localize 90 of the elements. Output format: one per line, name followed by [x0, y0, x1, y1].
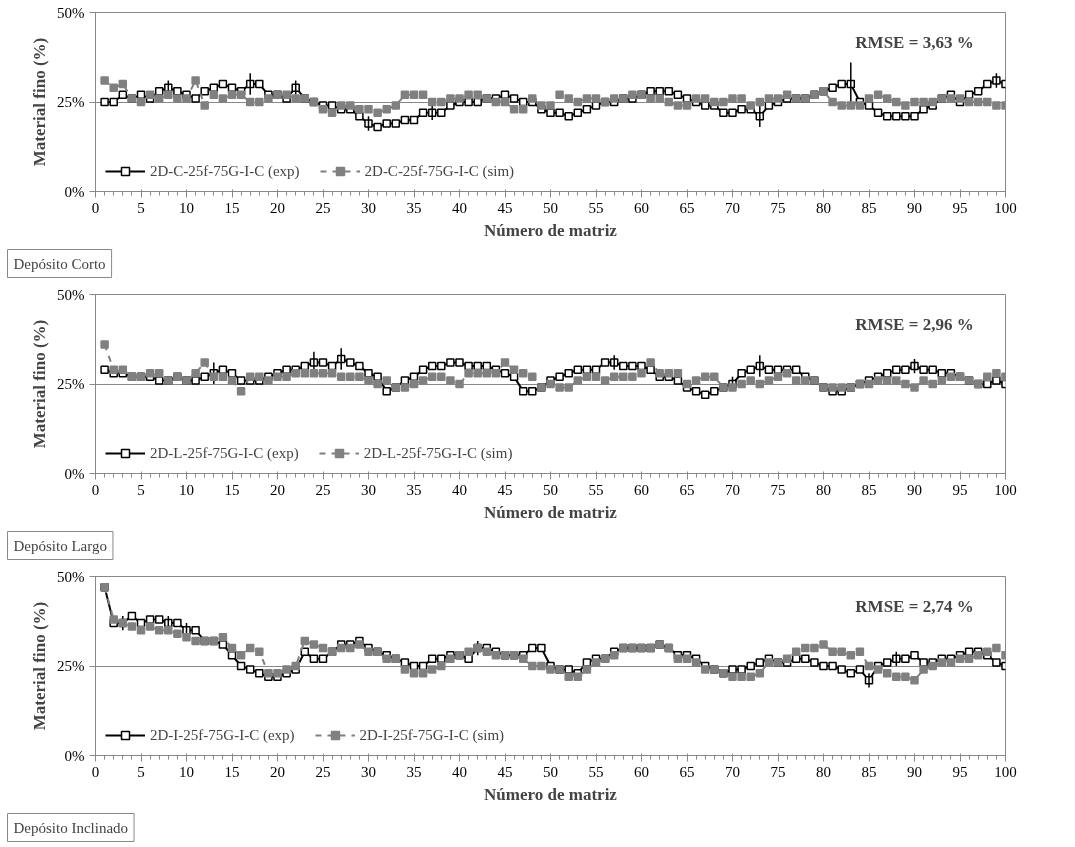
legend-label: 2D-L-25f-75G-I-C (sim) — [363, 444, 513, 462]
x-tick-label: 70 — [725, 763, 740, 780]
annotation: RMSE = 2,74 % — [855, 596, 974, 616]
x-tick-label: 30 — [361, 763, 376, 780]
x-tick-label: 40 — [452, 481, 467, 498]
x-tick-label: 55 — [588, 481, 604, 498]
x-tick-label: 50 — [543, 763, 558, 780]
x-tick-label: 90 — [907, 199, 922, 216]
x-tick-label: 35 — [406, 199, 422, 216]
x-tick-label: 5 — [137, 199, 145, 216]
x-tick-label: 30 — [361, 199, 376, 216]
text: Depósito Largo — [13, 537, 107, 554]
y-tick-label: 25% — [57, 658, 85, 674]
annotation: RMSE = 2,96 % — [855, 314, 974, 334]
x-tick-label: 80 — [816, 199, 831, 216]
x-tick-label: 65 — [679, 763, 695, 780]
x-tick-label: 95 — [952, 763, 968, 780]
x-tick-label: 15 — [224, 199, 240, 216]
x-tick-label: 55 — [588, 763, 604, 780]
x-tick-label: 85 — [861, 199, 877, 216]
legend-label: 2D-L-25f-75G-I-C (exp) — [150, 444, 299, 462]
x-tick-label: 45 — [497, 763, 513, 780]
x-tick-label: 10 — [179, 199, 194, 216]
x-tick-label: 90 — [907, 481, 922, 498]
x-tick-label: 95 — [952, 481, 968, 498]
x-tick-label: 100 — [994, 763, 1017, 780]
x-tick-label: 80 — [816, 481, 831, 498]
y-axis-title: Material fino (%) — [30, 319, 49, 449]
x-tick-label: 45 — [497, 199, 513, 216]
x-tick-label: 0 — [91, 481, 100, 498]
x-tick-label: 100 — [994, 199, 1017, 216]
x-tick-label: 50 — [543, 199, 558, 216]
x-tick-label: 75 — [770, 763, 786, 780]
x-tick-label: 80 — [816, 763, 831, 780]
annotation: RMSE = 3,63 % — [855, 32, 974, 52]
x-tick-label: 35 — [406, 481, 422, 498]
x-tick-label: 85 — [861, 763, 877, 780]
x-tick-label: 45 — [497, 481, 513, 498]
x-tick-label: 75 — [770, 199, 786, 216]
x-tick-label: 25 — [315, 199, 331, 216]
x-tick-label: 20 — [270, 481, 285, 498]
x-tick-label: 40 — [452, 199, 467, 216]
y-tick-label: 50% — [57, 568, 85, 585]
y-tick-label: 25% — [57, 376, 85, 392]
x-tick-label: 95 — [952, 199, 968, 216]
x-tick-label: 35 — [406, 763, 422, 780]
x-tick-label: 5 — [137, 763, 145, 780]
y-tick-label: 0% — [64, 747, 85, 764]
x-axis-title: Número de matriz — [484, 502, 618, 522]
x-tick-label: 70 — [725, 199, 740, 216]
x-tick-label: 100 — [994, 481, 1017, 498]
x-tick-label: 50 — [543, 481, 558, 498]
legend-label: 2D-I-25f-75G-I-C (sim) — [359, 726, 505, 744]
x-tick-label: 10 — [179, 763, 194, 780]
x-tick-label: 60 — [634, 199, 649, 216]
x-tick-label: 40 — [452, 763, 467, 780]
y-tick-label: 0% — [64, 183, 85, 200]
x-tick-label: 55 — [588, 199, 604, 216]
y-tick-label: 50% — [57, 4, 85, 21]
x-tick-label: 10 — [179, 481, 194, 498]
x-tick-label: 85 — [861, 481, 877, 498]
x-tick-label: 0 — [91, 199, 100, 216]
x-tick-label: 5 — [137, 481, 145, 498]
y-tick-label: 25% — [57, 94, 85, 110]
x-tick-label: 90 — [907, 763, 922, 780]
x-axis-title: Número de matriz — [484, 220, 618, 240]
x-tick-label: 20 — [270, 763, 285, 780]
x-tick-label: 65 — [679, 481, 695, 498]
x-tick-label: 0 — [91, 763, 100, 780]
x-tick-label: 70 — [725, 481, 740, 498]
x-tick-label: 60 — [634, 763, 649, 780]
y-tick-label: 50% — [57, 286, 85, 303]
x-tick-label: 65 — [679, 199, 695, 216]
text: Depósito Corto — [13, 255, 106, 272]
x-tick-label: 25 — [315, 763, 331, 780]
x-tick-label: 15 — [224, 763, 240, 780]
x-axis-title: Número de matriz — [484, 784, 618, 804]
y-axis-title: Material fino (%) — [30, 601, 49, 731]
legend-label: 2D-I-25f-75G-I-C (exp) — [150, 726, 295, 744]
y-axis-title: Material fino (%) — [30, 37, 49, 167]
y-tick-label: 0% — [64, 465, 85, 482]
x-tick-label: 30 — [361, 481, 376, 498]
x-tick-label: 15 — [224, 481, 240, 498]
text: Depósito Inclinado — [13, 819, 129, 836]
legend-label: 2D-C-25f-75G-I-C (sim) — [364, 162, 515, 180]
x-tick-label: 75 — [770, 481, 786, 498]
x-tick-label: 60 — [634, 481, 649, 498]
x-tick-label: 20 — [270, 199, 285, 216]
x-tick-label: 25 — [315, 481, 331, 498]
legend-label: 2D-C-25f-75G-I-C (exp) — [150, 162, 300, 180]
